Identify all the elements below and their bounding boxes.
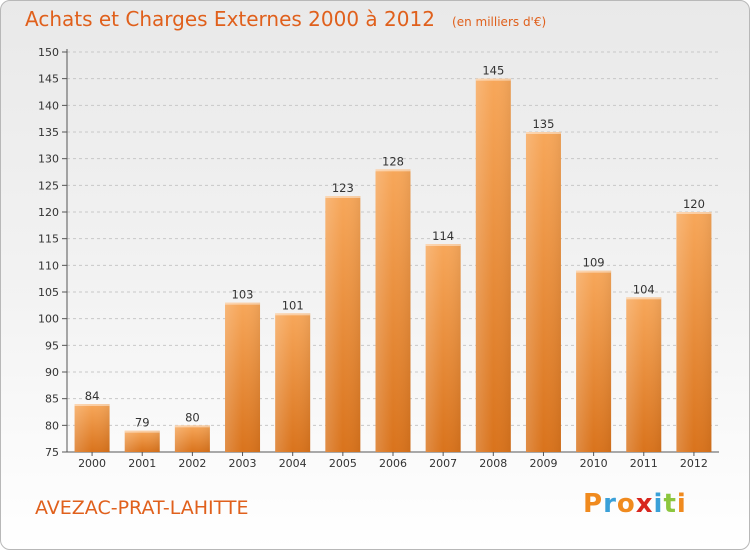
bar-shine	[626, 297, 662, 452]
x-tick-label: 2010	[580, 457, 608, 470]
y-tick-label: 120	[38, 206, 59, 219]
data-label: 104	[633, 282, 655, 296]
y-tick-label: 130	[38, 153, 59, 166]
bar-shine	[475, 78, 511, 453]
bar-shine	[525, 132, 561, 452]
data-label: 123	[332, 181, 354, 195]
y-tick-label: 110	[38, 259, 59, 272]
place-name: AVEZAC-PRAT-LAHITTE	[35, 497, 249, 519]
logo-letter: t	[663, 489, 677, 519]
y-tick-label: 125	[38, 179, 59, 192]
y-tick-label: 105	[38, 286, 59, 299]
bar-shine	[275, 313, 311, 452]
y-tick-label: 145	[38, 73, 59, 86]
data-label: 101	[282, 298, 304, 312]
y-tick-label: 140	[38, 99, 59, 112]
bar-shine	[576, 270, 612, 452]
bar-shine	[676, 212, 712, 452]
bar-top-highlight	[225, 302, 261, 305]
logo-letter: i	[653, 489, 664, 519]
x-tick-label: 2011	[630, 457, 658, 470]
bar-shine	[124, 430, 160, 452]
y-tick-label: 85	[45, 393, 59, 406]
bar-top-highlight	[525, 132, 561, 134]
data-label: 84	[85, 389, 100, 403]
data-label: 128	[382, 154, 404, 168]
x-tick-label: 2008	[479, 457, 507, 470]
logo-letter: P	[583, 489, 604, 519]
x-tick-label: 2002	[178, 457, 206, 470]
bar-shine	[225, 302, 261, 452]
data-label: 79	[135, 416, 150, 430]
data-label: 109	[583, 256, 605, 270]
bar-top-highlight	[325, 196, 361, 198]
bar-shine	[425, 244, 461, 452]
x-tick-label: 2012	[680, 457, 708, 470]
data-label: 145	[482, 64, 504, 78]
data-label: 120	[683, 197, 705, 211]
bar-top-highlight	[576, 270, 612, 273]
data-label: 114	[432, 229, 454, 243]
logo-letter: x	[635, 489, 654, 519]
x-tick-label: 2007	[429, 457, 457, 470]
data-label: 80	[185, 410, 200, 424]
bar-top-highlight	[676, 212, 712, 214]
x-tick-label: 2003	[229, 457, 257, 470]
bar-top-highlight	[626, 297, 662, 300]
title-row: Achats et Charges Externes 2000 à 2012 (…	[25, 7, 546, 31]
bar-shine	[375, 169, 411, 453]
x-tick-label: 2004	[279, 457, 307, 470]
bar-top-highlight	[275, 313, 311, 316]
y-tick-label: 115	[38, 233, 59, 246]
logo-letter: r	[603, 489, 617, 519]
y-tick-label: 75	[45, 446, 59, 459]
bar-top-highlight	[475, 78, 511, 81]
logo-letter: i	[676, 489, 687, 519]
x-tick-label: 2006	[379, 457, 407, 470]
y-tick-label: 90	[45, 366, 59, 379]
x-tick-label: 2001	[128, 457, 156, 470]
y-tick-label: 135	[38, 126, 59, 139]
y-tick-label: 100	[38, 313, 59, 326]
bar-shine	[74, 404, 110, 452]
bar-shine	[174, 425, 210, 452]
bar-top-highlight	[375, 169, 411, 172]
logo-letter: o	[616, 489, 636, 519]
y-tick-label: 80	[45, 419, 59, 432]
bar-top-highlight	[174, 425, 210, 428]
data-label: 135	[532, 117, 554, 131]
x-tick-label: 2009	[529, 457, 557, 470]
bar-top-highlight	[425, 244, 461, 246]
chart-subtitle: (en milliers d'€)	[452, 15, 547, 29]
y-tick-label: 95	[45, 339, 59, 352]
x-tick-label: 2005	[329, 457, 357, 470]
proxiti-logo[interactable]: Proxiti	[583, 489, 687, 519]
bar-top-highlight	[74, 404, 110, 406]
data-label: 103	[232, 288, 254, 302]
bar-top-highlight	[124, 430, 160, 433]
y-tick-label: 150	[38, 46, 59, 59]
chart-title: Achats et Charges Externes 2000 à 2012	[25, 7, 435, 31]
bar-shine	[325, 196, 361, 452]
x-tick-label: 2000	[78, 457, 106, 470]
